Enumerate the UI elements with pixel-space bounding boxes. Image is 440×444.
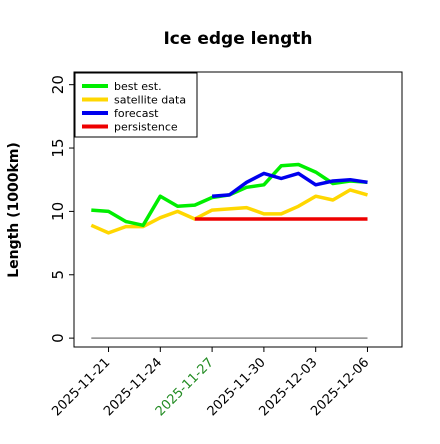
- x-axis: 2025-11-212025-11-242025-11-272025-11-30…: [49, 347, 372, 419]
- legend-label: satellite data: [114, 94, 186, 107]
- legend: best est.satellite dataforecastpersisten…: [74, 72, 198, 138]
- y-axis-label: Length (1000km): [6, 142, 22, 278]
- legend-label: forecast: [114, 107, 159, 120]
- legend-label: persistence: [114, 121, 178, 134]
- y-tick-label: 5: [49, 270, 67, 280]
- y-tick-label: 10: [49, 202, 67, 221]
- series-layer: [90, 162, 368, 339]
- y-tick-label: 20: [49, 75, 67, 94]
- chart-title: Ice edge length: [163, 29, 312, 49]
- y-axis: 0 5 10 15 20: [49, 75, 74, 343]
- y-tick-label: 0: [49, 333, 67, 343]
- series-line-forecast: [211, 171, 368, 198]
- series-line-satellite-data: [90, 188, 368, 235]
- plot-area: [73, 71, 403, 348]
- y-tick-label: 15: [49, 138, 67, 157]
- legend-label: best est.: [114, 80, 162, 93]
